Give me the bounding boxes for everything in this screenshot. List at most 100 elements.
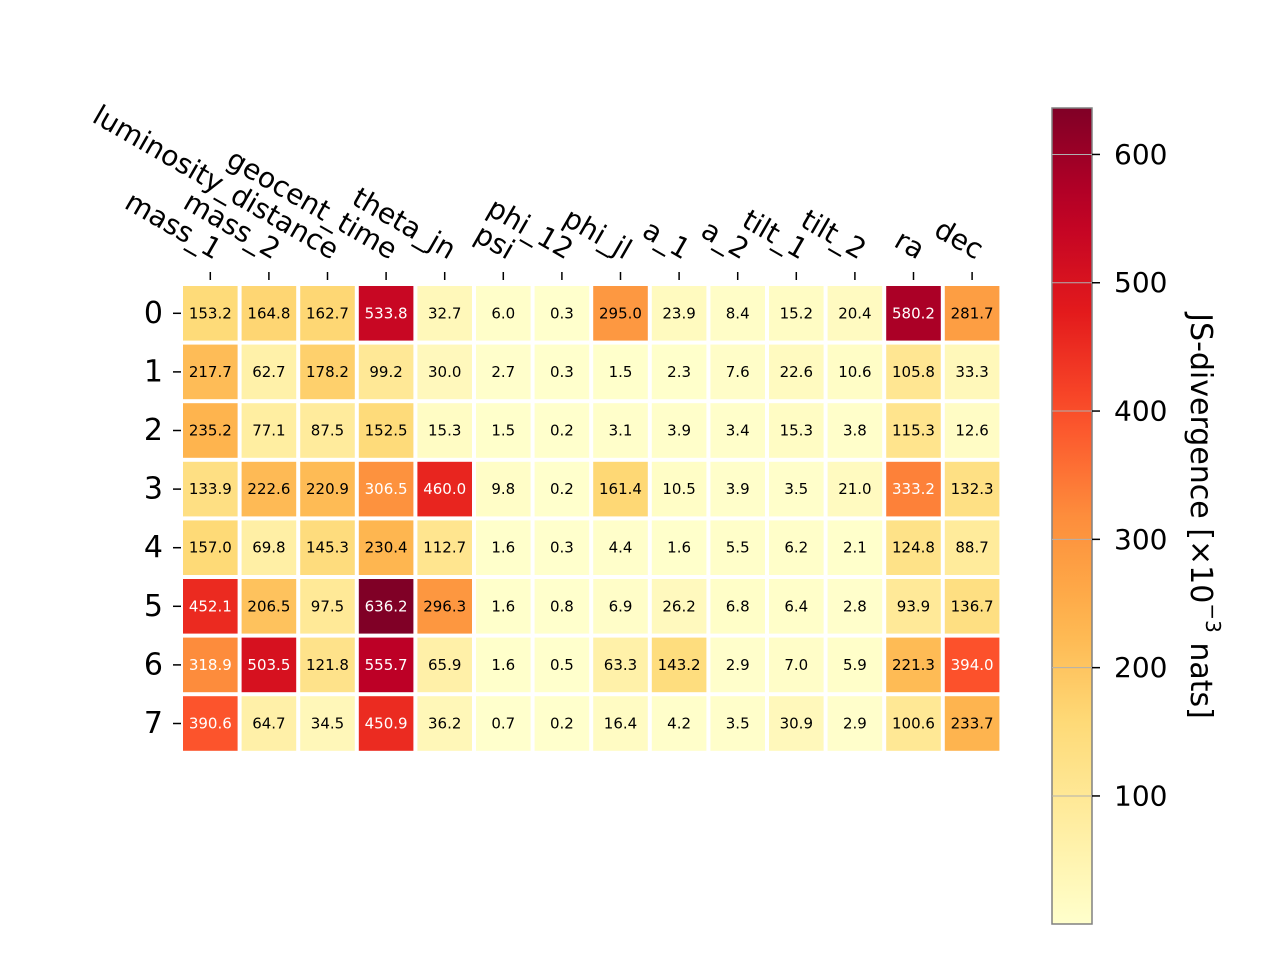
heatmap-cell: [944, 461, 1000, 517]
heatmap-cell: [300, 696, 355, 751]
cell-value-label: 0.2: [550, 715, 574, 733]
cell-value-label: 296.3: [423, 597, 466, 615]
heatmap-cell: [827, 520, 883, 575]
heatmap-cell: [476, 461, 531, 517]
cell-value-label: 21.0: [838, 480, 871, 498]
cell-value-label: 157.0: [189, 539, 232, 557]
heatmap-cell: [886, 286, 941, 341]
cell-value-label: 3.8: [843, 422, 867, 440]
heatmap-cell: [827, 286, 883, 341]
colorbar-label-main: JS-divergence [×10: [1184, 311, 1219, 603]
cell-value-label: 36.2: [428, 715, 461, 733]
heatmap-cell: [827, 461, 883, 517]
cell-value-label: 4.4: [609, 539, 633, 557]
heatmap-cell: [534, 520, 590, 575]
heatmap-cell: [769, 579, 824, 634]
heatmap-cell: [534, 637, 590, 693]
cell-value-label: 0.3: [550, 363, 574, 381]
heatmap-cell: [886, 403, 941, 458]
heatmap-cell: [241, 520, 297, 575]
heatmap-cell: [886, 520, 941, 575]
cell-value-label: 295.0: [599, 304, 642, 322]
heatmap-cell: [300, 520, 355, 575]
heatmap-cell: [476, 637, 531, 693]
cell-value-label: 10.6: [838, 363, 871, 381]
row-tick-labels: 0 1 2 3 4 5 6 7: [144, 296, 181, 741]
heatmap-cell: [534, 286, 590, 341]
heatmap-cell: [827, 403, 883, 458]
cell-value-label: 12.6: [955, 422, 988, 440]
colorbar-ticks: 100 200 300 400 500 600: [1052, 138, 1167, 812]
cell-value-label: 65.9: [428, 656, 461, 674]
cell-value-label: 152.5: [365, 422, 408, 440]
cell-value-label: 23.9: [662, 304, 695, 322]
cell-value-label: 64.7: [252, 715, 285, 733]
colorbar-tick-label: 100: [1114, 779, 1167, 812]
cell-value-label: 7.6: [726, 363, 750, 381]
heatmap-cell: [944, 403, 1000, 458]
cell-value-label: 87.5: [311, 422, 344, 440]
cell-value-label: 580.2: [892, 304, 935, 322]
cell-value-label: 0.5: [550, 656, 574, 674]
cell-value-label: 0.3: [550, 539, 574, 557]
heatmap-cell: [593, 637, 648, 693]
cell-value-label: 233.7: [951, 715, 994, 733]
cell-value-label: 206.5: [247, 597, 290, 615]
cell-value-label: 5.9: [843, 656, 867, 674]
heatmap-cell: [886, 344, 941, 400]
heatmap-cell: [358, 286, 414, 341]
cell-value-label: 2.9: [843, 715, 867, 733]
heatmap-cell: [358, 637, 414, 693]
colorbar-tick-label: 300: [1114, 523, 1167, 556]
heatmap-cell: [593, 286, 648, 341]
cell-value-label: 8.4: [726, 304, 750, 322]
cell-value-label: 2.3: [667, 363, 691, 381]
heatmap-cells: 153.2 164.8 162.7 533.8 32.7 6.0 0.3 295.0 23.9 8…: [183, 286, 1000, 751]
heatmap-cell: [534, 344, 590, 400]
heatmap-cell: [241, 696, 297, 751]
heatmap-cell: [300, 461, 355, 517]
cell-value-label: 33.3: [955, 363, 988, 381]
cell-value-label: 1.5: [609, 363, 633, 381]
cell-value-label: 132.3: [951, 480, 994, 498]
heatmap-cell: [183, 461, 238, 517]
heatmap-cell: [710, 637, 765, 693]
column-tick-label: a_1: [637, 213, 696, 266]
cell-value-label: 3.5: [726, 715, 750, 733]
cell-value-label: 62.7: [252, 363, 285, 381]
heatmap-cell: [358, 696, 414, 751]
heatmap-cell: [769, 403, 824, 458]
heatmap-cell: [710, 461, 765, 517]
cell-value-label: 7.0: [784, 656, 808, 674]
colorbar-tick-label: 600: [1114, 138, 1167, 171]
cell-value-label: 636.2: [365, 597, 408, 615]
heatmap-cell: [651, 286, 707, 341]
heatmap-cell: [300, 286, 355, 341]
row-tick-label: 6: [144, 647, 163, 682]
cell-value-label: 164.8: [247, 304, 290, 322]
cell-value-label: 306.5: [365, 480, 408, 498]
cell-value-label: 22.6: [780, 363, 813, 381]
cell-value-label: 533.8: [365, 304, 408, 322]
cell-value-label: 3.4: [726, 422, 750, 440]
heatmap-cell: [183, 579, 238, 634]
row-tick-label: 7: [144, 706, 163, 741]
cell-value-label: 136.7: [951, 597, 994, 615]
cell-value-label: 220.9: [306, 480, 349, 498]
cell-value-label: 100.6: [892, 715, 935, 733]
heatmap-cell: [827, 637, 883, 693]
cell-value-label: 105.8: [892, 363, 935, 381]
heatmap-cell: [651, 403, 707, 458]
cell-value-label: 0.2: [550, 480, 574, 498]
cell-value-label: 2.8: [843, 597, 867, 615]
cell-value-label: 452.1: [189, 597, 232, 615]
heatmap-cell: [593, 579, 648, 634]
cell-value-label: 6.4: [784, 597, 808, 615]
heatmap-cell: [651, 696, 707, 751]
heatmap-cell: [417, 520, 472, 575]
cell-value-label: 2.9: [726, 656, 750, 674]
cell-value-label: 15.3: [428, 422, 461, 440]
cell-value-label: 333.2: [892, 480, 935, 498]
cell-value-label: 145.3: [306, 539, 349, 557]
cell-value-label: 93.9: [897, 597, 930, 615]
